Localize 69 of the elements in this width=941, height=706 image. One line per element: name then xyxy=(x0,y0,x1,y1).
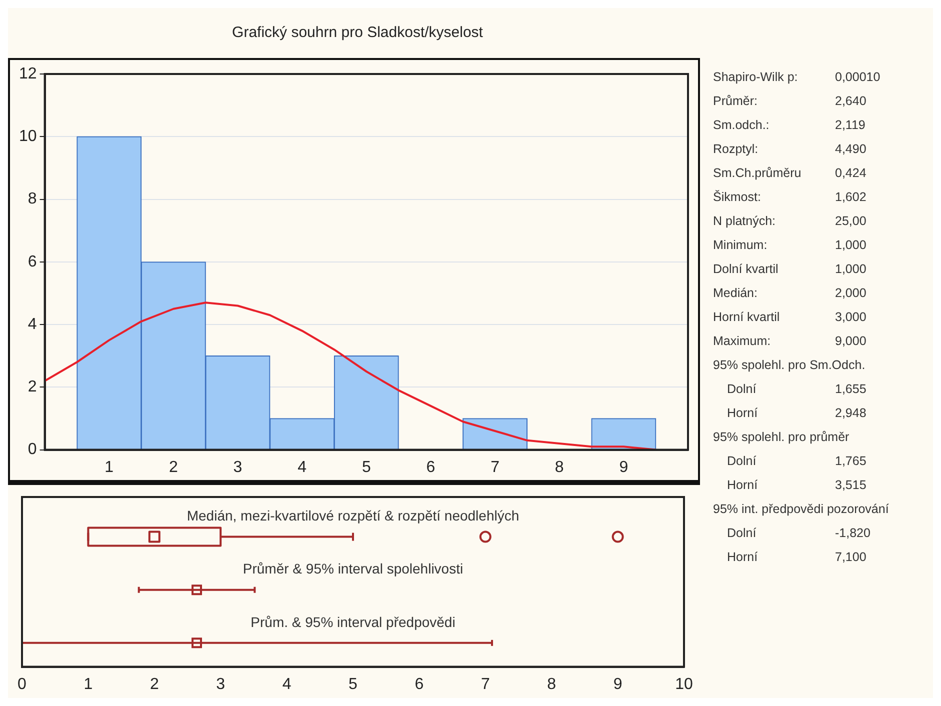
text: -1,820 xyxy=(835,526,872,540)
x-tick-label: 7 xyxy=(490,458,500,476)
text: 7,100 xyxy=(835,550,868,564)
y-tick-label: 10 xyxy=(19,128,37,146)
text: 25,00 xyxy=(835,214,868,228)
text: Rozptyl: xyxy=(713,142,760,156)
x-tick-label: 6 xyxy=(426,458,436,476)
text: 1,000 xyxy=(835,238,868,252)
y-tick-label: 4 xyxy=(28,316,37,333)
text: 2,640 xyxy=(835,94,868,108)
text: 95% spolehl. pro Sm.Odch. xyxy=(713,358,866,372)
x-tick-label: 6 xyxy=(414,676,424,693)
text: Průměr: xyxy=(713,94,758,108)
x-tick-label: 9 xyxy=(613,676,622,693)
text: Sm.odch.: xyxy=(713,118,770,132)
text: 2,119 xyxy=(835,118,866,132)
text: 1,602 xyxy=(835,190,868,204)
y-tick-label: 6 xyxy=(28,253,37,270)
text: Sm.Ch.průměru xyxy=(713,166,802,180)
y-tick-label: Prům. & 95% interval předpovědi xyxy=(250,614,456,630)
text: Horní xyxy=(726,406,759,420)
text: 95% int. předpovědi pozorování xyxy=(713,502,890,516)
text: 9,000 xyxy=(835,334,868,348)
x-tick-label: 9 xyxy=(619,458,628,476)
x-tick-label: 3 xyxy=(233,458,242,476)
x-tick-label: 1 xyxy=(104,458,114,476)
text: 3,000 xyxy=(835,310,868,324)
text: Dolní xyxy=(726,526,758,540)
text: 4,490 xyxy=(835,142,868,156)
text: 95% spolehl. pro průměr xyxy=(713,430,850,444)
x-tick-label: 2 xyxy=(168,458,178,476)
y-tick-label: 2 xyxy=(28,378,37,396)
y-tick-label: 0 xyxy=(28,441,37,458)
text: 0,00010 xyxy=(835,70,882,84)
text: Dolní xyxy=(726,454,758,468)
x-tick-label: 5 xyxy=(348,676,358,693)
text: Shapiro-Wilk p: xyxy=(713,70,799,84)
text: 1,765 xyxy=(835,454,868,468)
text: Horní xyxy=(726,478,759,492)
text: Minimum: xyxy=(713,238,768,252)
text: 0,424 xyxy=(835,166,868,180)
x-tick-label: 7 xyxy=(480,676,490,693)
text: N platných: xyxy=(713,214,777,228)
text: Dolní xyxy=(726,382,758,396)
x-tick-label: 3 xyxy=(216,676,226,693)
x-tick-label: 10 xyxy=(675,676,693,693)
x-tick-label: 4 xyxy=(282,676,292,693)
y-tick-label: 8 xyxy=(28,190,37,208)
x-tick-label: 1 xyxy=(84,676,93,693)
text: 2,000 xyxy=(835,286,868,300)
chart-title: Grafický souhrn pro Sladkost/kyselost xyxy=(231,23,484,43)
text: 3,515 xyxy=(835,478,868,492)
text: 1,655 xyxy=(835,382,868,396)
x-tick-label: 8 xyxy=(547,676,556,693)
text: Dolní kvartil xyxy=(713,262,780,276)
text: Maximum: xyxy=(713,334,772,348)
x-tick-label: 8 xyxy=(554,458,564,476)
x-tick-label: 2 xyxy=(150,676,159,693)
y-tick-label: 12 xyxy=(19,65,37,82)
text: 2,948 xyxy=(835,406,868,420)
y-tick-label: Průměr & 95% interval spolehlivosti xyxy=(242,560,464,577)
x-tick-label: 4 xyxy=(298,458,307,476)
x-tick-label: 5 xyxy=(362,458,371,476)
text: Medián: xyxy=(713,286,758,300)
text: Šikmost: xyxy=(713,190,762,204)
text: Horní kvartil xyxy=(713,310,781,324)
text: 1,000 xyxy=(835,262,868,276)
text: Horní xyxy=(726,550,759,564)
y-tick-label: Medián, mezi-kvartilové rozpětí & rozpětí neodlehlých xyxy=(186,508,520,524)
